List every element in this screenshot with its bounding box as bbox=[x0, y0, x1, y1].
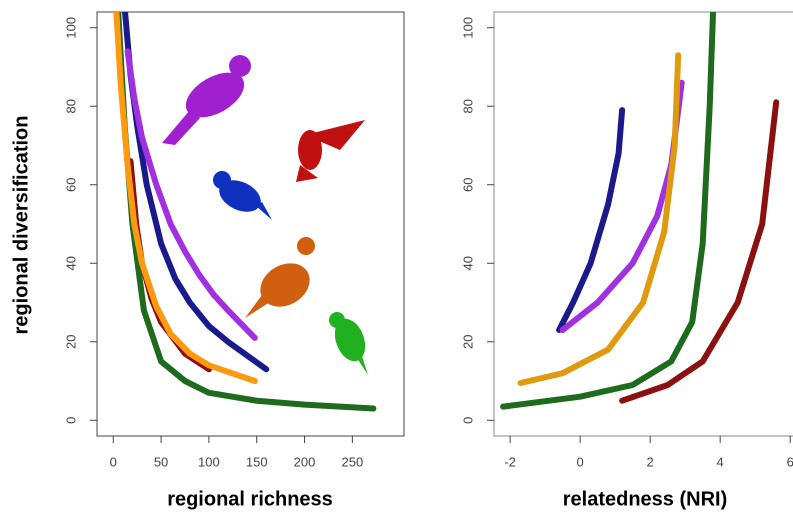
x-tick-label: 2 bbox=[647, 454, 654, 469]
x-tick-label: 150 bbox=[246, 454, 268, 469]
y-tick-label: 60 bbox=[63, 178, 78, 192]
y-tick-label: 40 bbox=[460, 256, 475, 270]
x-tick-label: 6 bbox=[787, 454, 793, 469]
x-tick-label: 250 bbox=[342, 454, 364, 469]
y-tick-label: 60 bbox=[460, 178, 475, 192]
x-tick-label: 200 bbox=[294, 454, 316, 469]
y-tick-label: 0 bbox=[460, 417, 475, 424]
x-tick-label: 4 bbox=[717, 454, 724, 469]
y-tick-label: 80 bbox=[63, 99, 78, 113]
series-line bbox=[559, 110, 622, 330]
plot-area bbox=[503, 8, 776, 407]
x-axis-label: regional richness bbox=[167, 488, 333, 510]
x-tick-label: 100 bbox=[198, 454, 220, 469]
y-tick-label: 20 bbox=[460, 335, 475, 349]
x-tick-label: -2 bbox=[504, 454, 516, 469]
y-tick-label: 80 bbox=[460, 99, 475, 113]
x-tick-label: 50 bbox=[154, 454, 168, 469]
x-tick-label: 0 bbox=[577, 454, 584, 469]
plot-frame bbox=[494, 12, 793, 436]
chart: regional diversification regional richne… bbox=[0, 0, 793, 516]
plot-frame bbox=[97, 12, 404, 436]
y-tick-label: 100 bbox=[63, 17, 78, 39]
x-tick-label: 0 bbox=[110, 454, 117, 469]
y-tick-label: 0 bbox=[63, 417, 78, 424]
y-tick-label: 40 bbox=[63, 256, 78, 270]
y-tick-label: 100 bbox=[460, 17, 475, 39]
bird-icons bbox=[162, 55, 371, 375]
x-axis-label: relatedness (NRI) bbox=[563, 488, 728, 510]
y-tick-label: 20 bbox=[63, 335, 78, 349]
y-axis-label: regional diversification bbox=[10, 116, 32, 335]
